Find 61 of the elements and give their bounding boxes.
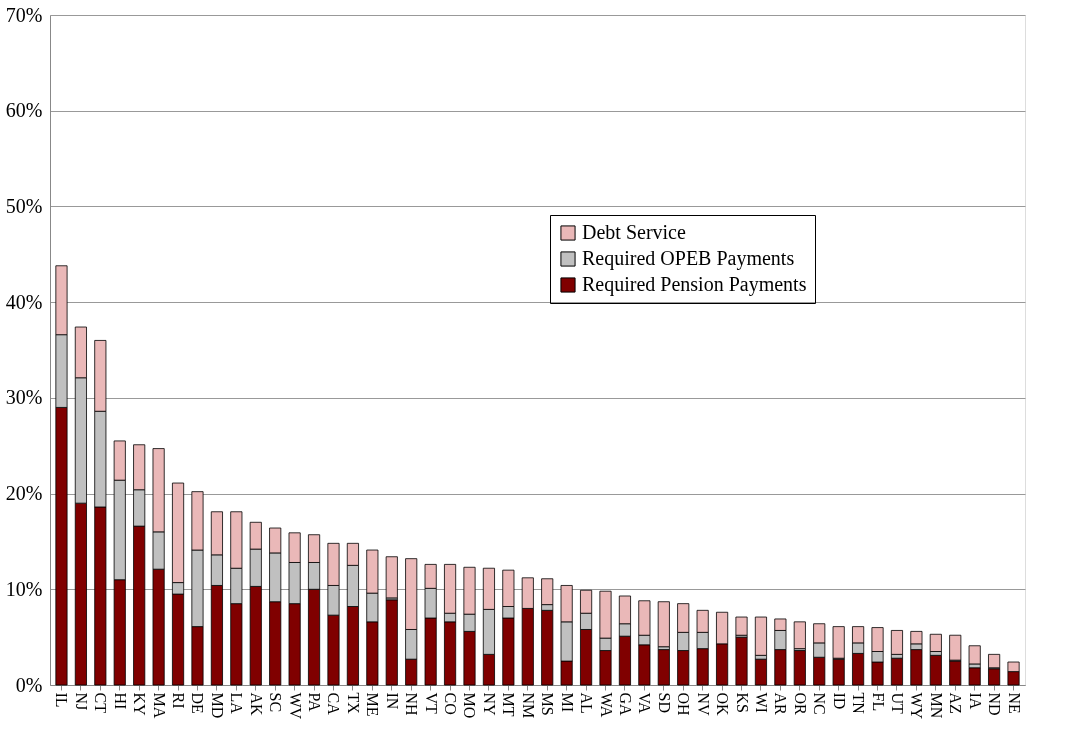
x-tick-label: KY [131, 692, 149, 717]
x-tick-label: NJ [72, 692, 90, 711]
x-tick-label: NV [694, 692, 712, 717]
x-tick-label: UT [888, 692, 906, 715]
y-tick-label: 10% [5, 577, 43, 600]
x-tick-label: OH [675, 692, 693, 717]
x-tick-label: AL [578, 692, 596, 714]
x-tick-label: TN [850, 692, 868, 715]
x-tick-label: ID [830, 692, 848, 710]
x-tick-label: MO [461, 692, 479, 719]
x-tick-label: HI [111, 692, 129, 710]
x-tick-label: NY [480, 692, 498, 717]
y-tick-label: 50% [5, 194, 43, 217]
x-tick-label: WY [908, 692, 926, 720]
x-tick-label: NC [811, 692, 829, 715]
x-tick-label: RI [170, 692, 188, 709]
legend-label: Required OPEB Payments [582, 247, 795, 270]
x-tick-label: IA [966, 692, 984, 710]
x-tick-label: KS [733, 692, 751, 713]
x-tick-label: VA [636, 692, 654, 714]
x-tick-label: WV [286, 692, 304, 720]
x-tick-label: AK [247, 692, 265, 717]
x-tick-label: PA [306, 692, 324, 712]
y-tick-label: 70% [5, 3, 43, 26]
x-tick-label: CA [325, 692, 343, 716]
y-tick-label: 0% [15, 673, 43, 696]
x-tick-label: CO [442, 692, 460, 715]
x-tick-label: MI [558, 692, 576, 713]
x-tick-label: WI [752, 692, 770, 713]
legend-label: Debt Service [582, 221, 686, 243]
x-tick-label: GA [616, 692, 634, 717]
x-tick-label: TX [344, 692, 362, 715]
y-tick-label: 30% [5, 386, 43, 409]
x-tick-label: MN [927, 692, 945, 719]
x-tick-label: MA [150, 692, 168, 719]
x-tick-label: NH [403, 692, 421, 717]
x-tick-label: SD [655, 692, 673, 713]
x-tick-label: LA [228, 692, 246, 715]
y-tick-label: 60% [5, 99, 43, 122]
x-tick-label: NM [519, 692, 537, 719]
x-tick-label: ND [986, 692, 1004, 716]
x-tick-label: VT [422, 692, 440, 715]
y-tick-label: 20% [5, 482, 43, 505]
y-tick-label: 40% [5, 290, 43, 313]
x-tick-label: IL [53, 692, 71, 708]
x-tick-label: AR [772, 692, 790, 716]
legend-label: Required Pension Payments [582, 273, 807, 296]
x-tick-label: MD [208, 692, 226, 719]
x-tick-label: WA [597, 692, 615, 718]
x-tick-label: IN [383, 692, 401, 710]
x-tick-label: AZ [947, 692, 965, 714]
x-tick-label: FL [869, 692, 887, 712]
x-tick-label: DE [189, 692, 207, 714]
x-tick-label: OK [714, 692, 732, 717]
x-tick-label: ME [364, 692, 382, 717]
x-tick-label: NE [1005, 692, 1023, 714]
x-tick-label: MT [500, 692, 518, 717]
x-tick-label: OR [791, 692, 809, 716]
x-tick-label: CT [92, 692, 110, 714]
x-tick-label: SC [267, 692, 285, 713]
x-tick-label: MS [539, 692, 557, 716]
